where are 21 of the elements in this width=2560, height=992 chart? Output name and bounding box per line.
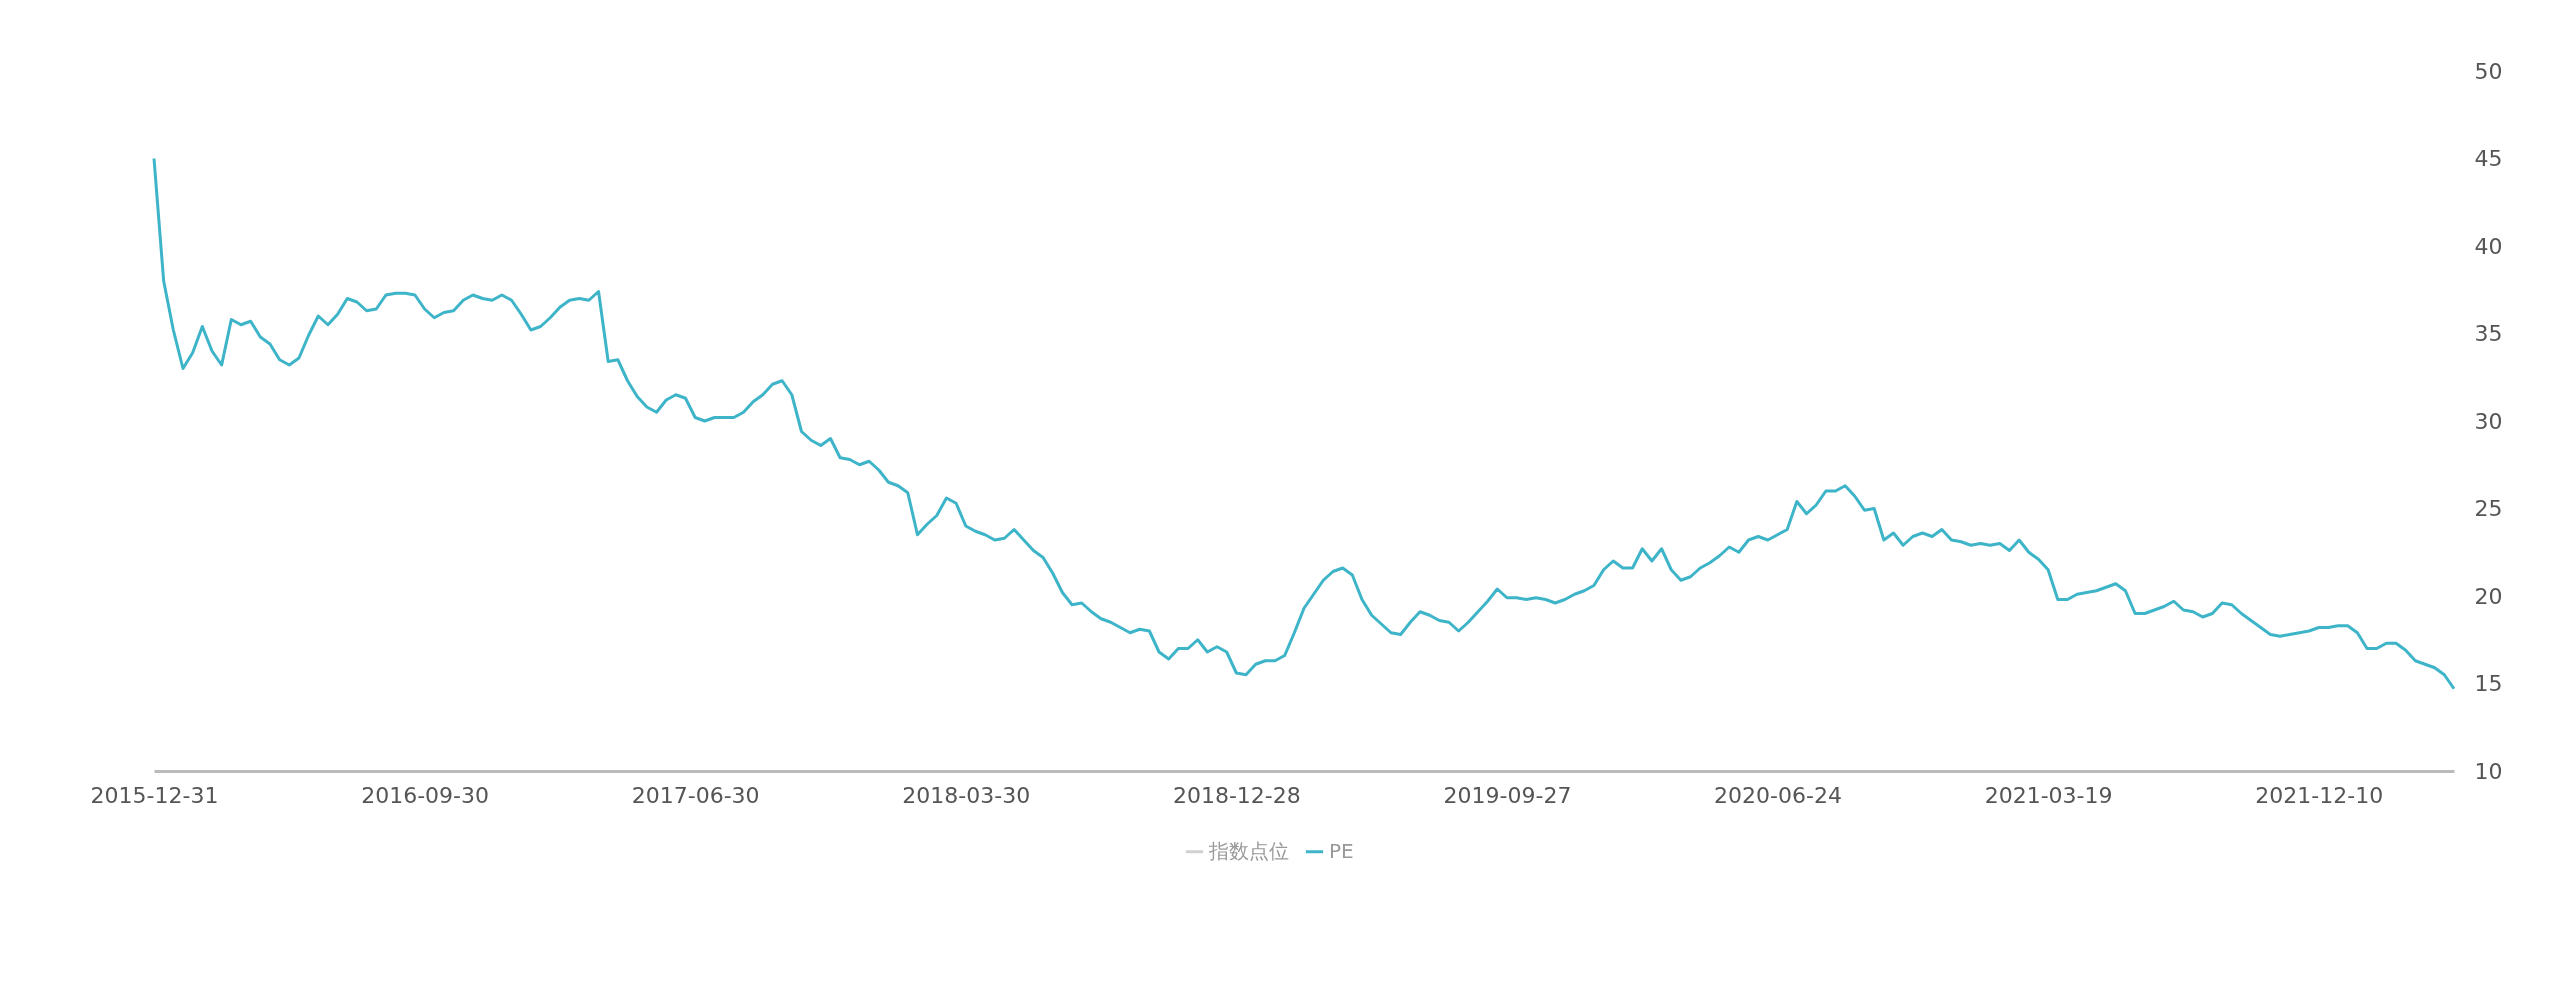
x-tick-label: 2018-12-28 bbox=[1172, 782, 1301, 808]
x-tick-label: 2020-06-24 bbox=[1714, 782, 1842, 808]
y-tick-label: 25 bbox=[2474, 496, 2503, 521]
x-tick-label: 2015-12-31 bbox=[90, 782, 219, 808]
y-tick-label: 10 bbox=[2474, 758, 2503, 784]
y-tick-label: 50 bbox=[2474, 58, 2503, 84]
x-tick-label: 2021-12-10 bbox=[2255, 782, 2384, 808]
legend-label: PE bbox=[1329, 838, 1354, 863]
y-tick-label: 30 bbox=[2474, 408, 2503, 434]
x-tick-label: 2016-09-30 bbox=[361, 782, 490, 808]
y-tick-label: 40 bbox=[2474, 233, 2503, 259]
x-tick-label: 2019-09-27 bbox=[1443, 782, 1572, 808]
y-tick-label: 20 bbox=[2474, 583, 2503, 609]
y-tick-label: 45 bbox=[2474, 146, 2503, 171]
x-tick-label: 2017-06-30 bbox=[631, 782, 760, 808]
x-tick-label: 2018-03-30 bbox=[902, 782, 1031, 808]
x-tick-label: 2021-03-19 bbox=[1984, 782, 2113, 808]
line-series bbox=[152, 157, 2456, 691]
legend-label: 指数点位 bbox=[1208, 838, 1289, 863]
y-tick-label: 15 bbox=[2474, 671, 2503, 696]
y-tick-label: 35 bbox=[2474, 321, 2503, 346]
